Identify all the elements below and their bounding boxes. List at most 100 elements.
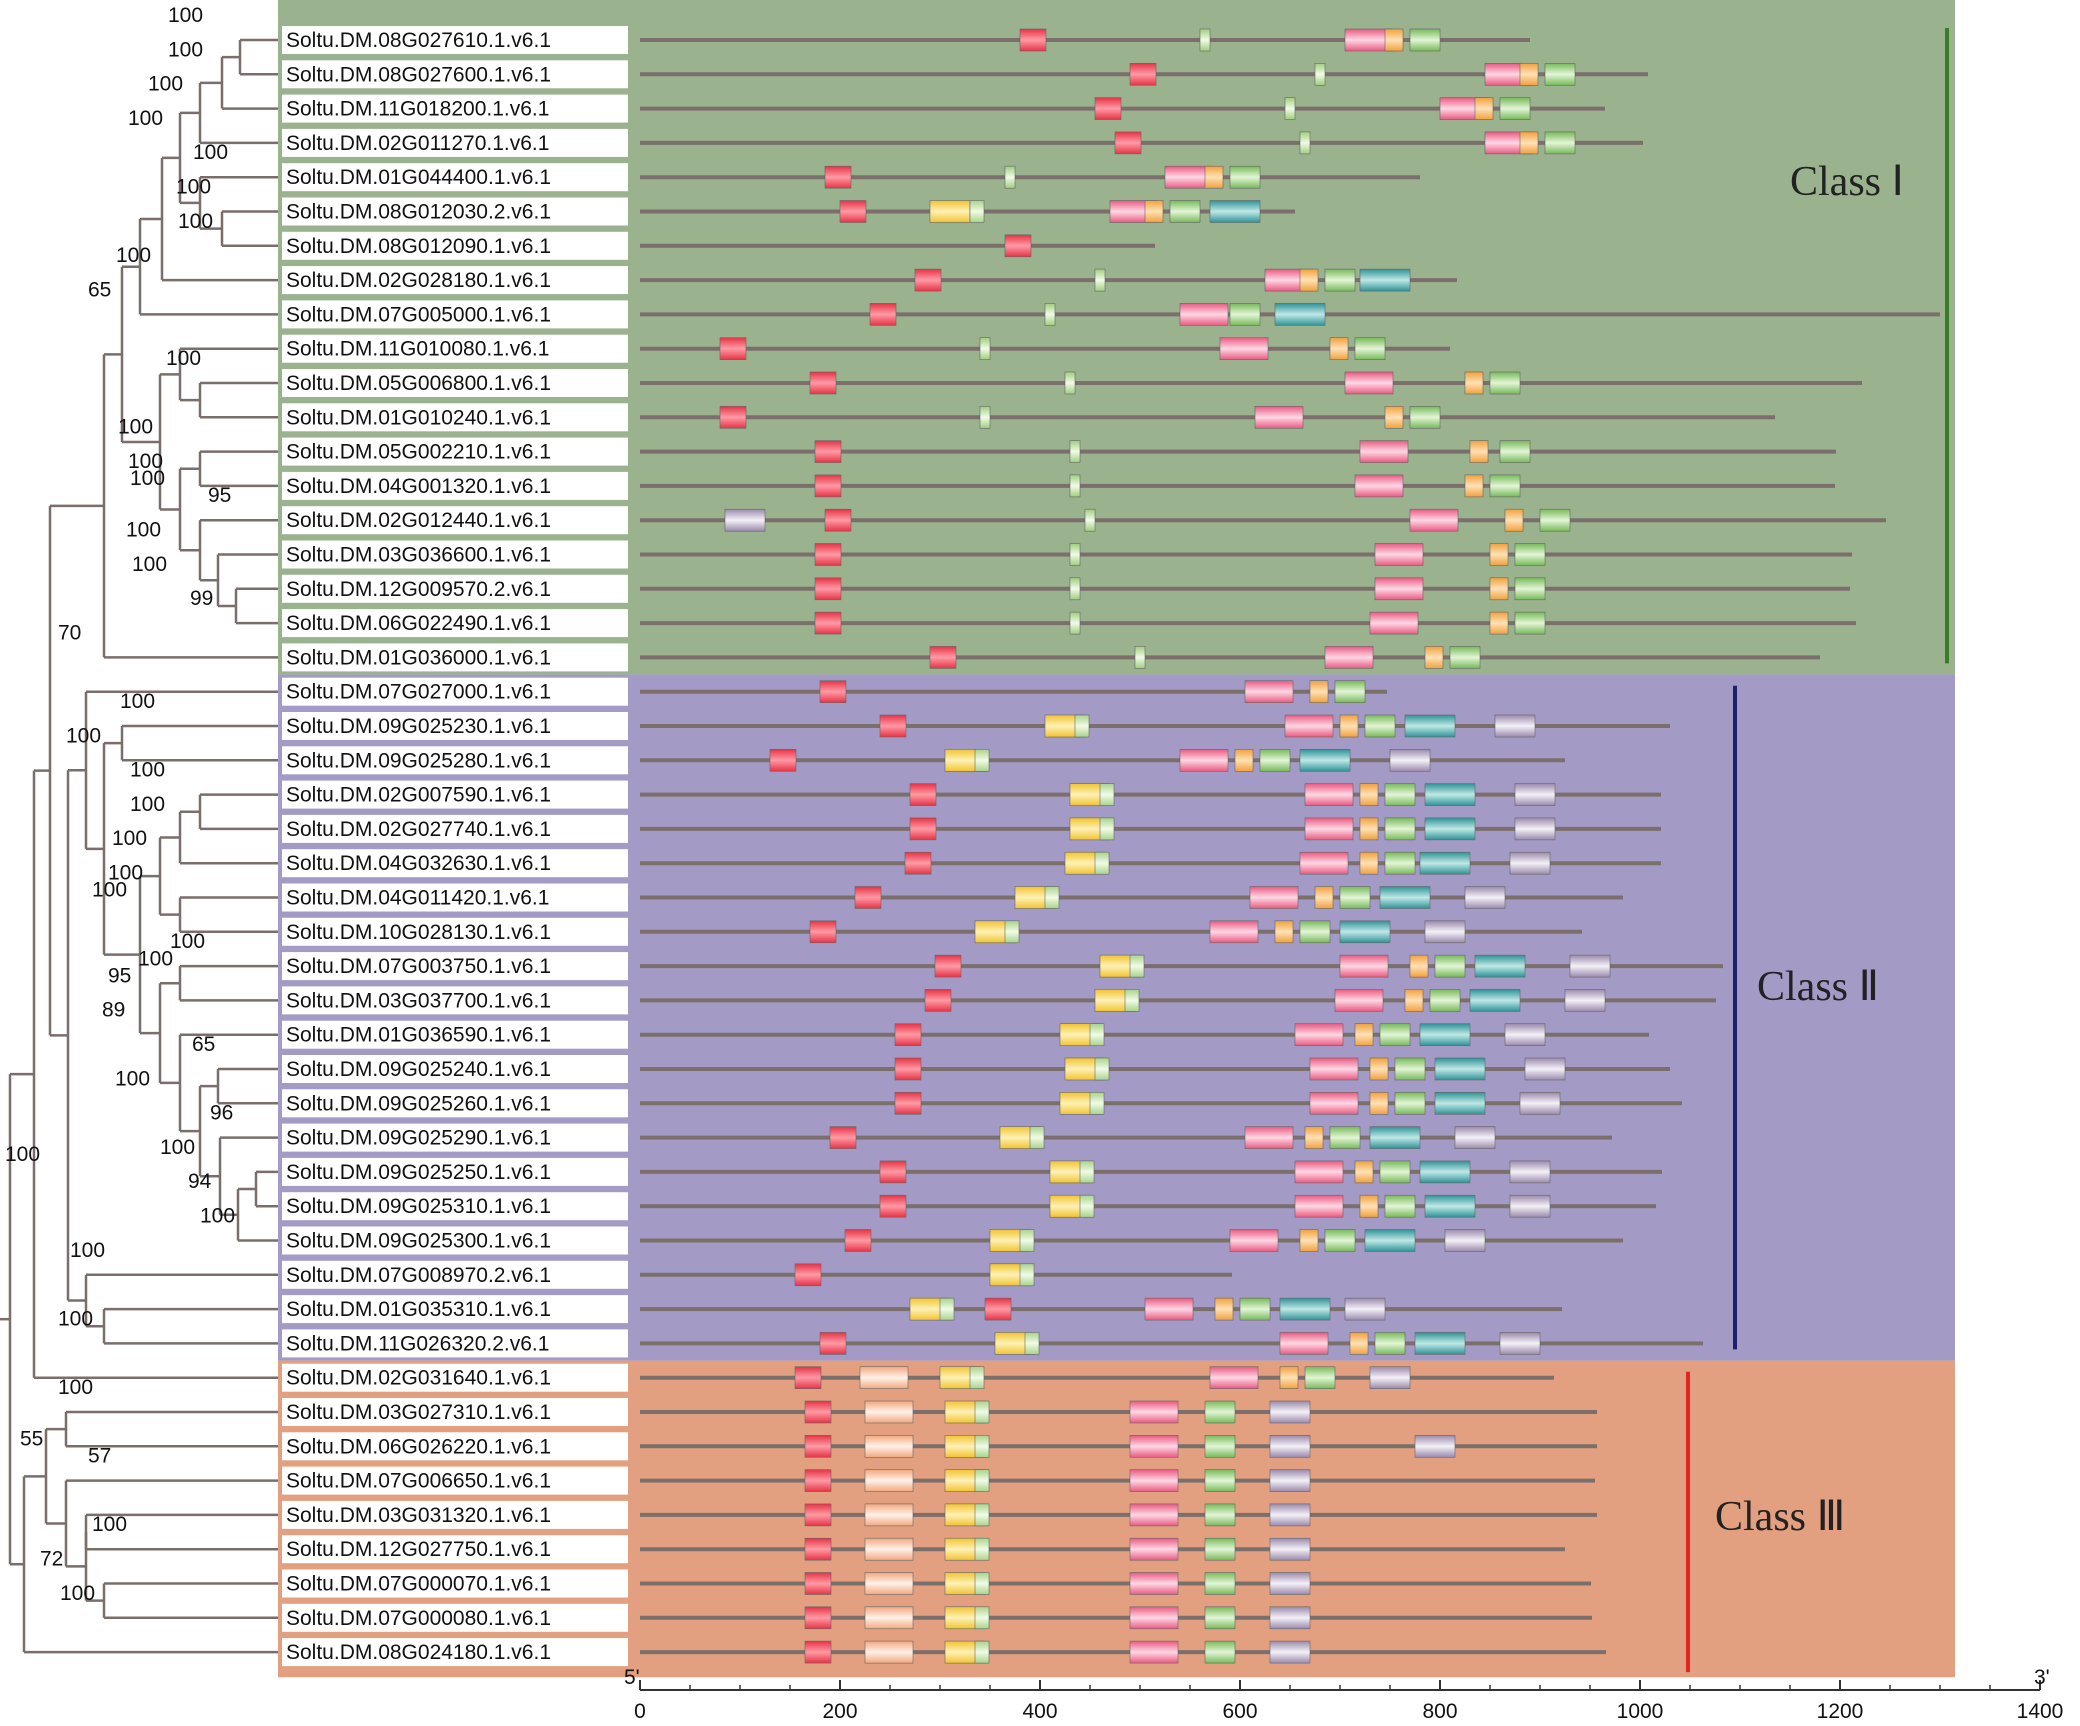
motif-pink [1294,1023,1344,1047]
gene-row: Soltu.DM.09G025300.1.v6.1 [282,1226,1623,1255]
motif-pink [1279,1332,1329,1355]
gene-label-box [282,1192,628,1221]
gene-label-box [282,1466,628,1495]
gene-label: Soltu.DM.09G025280.1.v6.1 [286,749,551,772]
motif-red [794,1263,822,1287]
motif-pale-green [1074,714,1090,738]
motif-red [804,1503,832,1527]
bootstrap-value: 100 [5,1143,40,1166]
axis-tick-label: 200 [822,1700,857,1723]
gene-row: Soltu.DM.09G025310.1.v6.1 [282,1192,1656,1221]
motif-teal [1434,1092,1486,1115]
motif-red [804,1537,832,1561]
gene-label-box [282,471,628,500]
motif-pink [1209,920,1259,944]
gene-label: Soltu.DM.02G031640.1.v6.1 [286,1367,551,1390]
motif-peach [864,1606,914,1630]
motif-pink [1229,1229,1279,1252]
gene-label: Soltu.DM.07G005000.1.v6.1 [286,303,551,326]
motif-lavender [1269,1503,1311,1527]
axis-tick-label: 1000 [1617,1700,1664,1723]
gene-label-box [282,780,628,809]
length-axis: 0 200 400 600 800 1000 1200 1400 5' 3' [624,1666,2063,1723]
bootstrap-value: 100 [128,107,163,130]
motif-green [1394,1092,1426,1115]
motif-lavender [1524,1057,1566,1081]
motif-orange [1384,405,1404,429]
gene-label: Soltu.DM.05G002210.1.v6.1 [286,441,551,464]
motif-green [1384,783,1416,806]
gene-label: Soltu.DM.01G036590.1.v6.1 [286,1024,551,1047]
motif-pink [1179,303,1229,326]
gene-rows: Soltu.DM.08G027610.1.v6.1 Soltu.DM.08G027… [282,26,1940,1667]
gene-label: Soltu.DM.03G037700.1.v6.1 [286,989,551,1012]
gene-label-box [282,1363,628,1392]
motif-pink [1324,646,1374,669]
motif-pale-green [1124,989,1140,1012]
gene-label: Soltu.DM.03G027310.1.v6.1 [286,1401,551,1424]
bootstrap-value: 100 [58,1376,93,1399]
motif-pale-green [1089,1023,1105,1047]
bootstrap-value: 100 [138,947,173,970]
motif-pink [1129,1606,1179,1630]
motif-red [809,920,837,944]
motif-red [804,1606,832,1630]
bootstrap-value: 94 [188,1170,212,1193]
motif-pale-green [1099,817,1115,841]
bootstrap-value: 100 [160,1136,195,1159]
class-2-label: Class Ⅱ [1757,964,1879,1010]
motif-red [914,268,942,292]
motif-red [904,851,932,875]
gene-label-box [282,231,628,260]
gene-row: Soltu.DM.12G009570.2.v6.1 [282,574,1850,603]
gene-label-box [282,1123,628,1152]
gene-row: Soltu.DM.03G027310.1.v6.1 [282,1398,1597,1426]
motif-light-green [1299,131,1311,155]
motif-light-green [1199,28,1211,52]
motif-red [879,1194,907,1218]
gene-label-box [282,849,628,878]
gene-label-box [282,163,628,192]
motif-red [809,371,837,395]
motif-orange [1314,886,1334,909]
gene-label: Soltu.DM.10G028130.1.v6.1 [286,921,551,944]
motif-pale-green [974,1640,990,1664]
motif-orange [1329,337,1349,361]
motif-green [1429,989,1461,1012]
motif-light-green [1284,97,1296,120]
bootstrap-value: 100 [108,862,143,885]
gene-label: Soltu.DM.02G011270.1.v6.1 [286,132,549,155]
gene-label: Soltu.DM.02G028180.1.v6.1 [286,269,551,292]
bootstrap-value: 89 [102,999,125,1022]
bootstrap-value: 65 [192,1033,215,1056]
motif-peach [864,1503,914,1527]
bootstrap-value: 100 [120,690,155,713]
axis-tick-label: 1200 [1817,1700,1864,1723]
motif-pink [1369,611,1419,635]
gene-row: Soltu.DM.04G001320.1.v6.1 [282,471,1835,500]
motif-red [819,680,847,704]
gene-row: Soltu.DM.01G036000.1.v6.1 [282,643,1820,672]
gene-label: Soltu.DM.09G025310.1.v6.1 [286,1195,551,1218]
motif-teal [1424,783,1476,806]
motif-red [719,405,747,429]
motif-red [894,1057,922,1081]
motif-green [1204,1537,1236,1561]
motif-red [929,646,957,669]
motif-red [719,337,747,361]
motif-lavender [1424,920,1466,944]
motif-lavender [1269,1435,1311,1458]
gene-label-box [282,1398,628,1426]
gene-label: Soltu.DM.04G001320.1.v6.1 [286,475,551,498]
gene-row: Soltu.DM.05G002210.1.v6.1 [282,437,1836,466]
motif-pale-green [969,1366,985,1389]
motif-red [854,886,882,909]
gene-row: Soltu.DM.07G027000.1.v6.1 [282,677,1387,706]
motif-pale-green [1079,1160,1095,1184]
gene-row: Soltu.DM.01G010240.1.v6.1 [282,403,1775,432]
motif-pale-green [974,1537,990,1561]
motif-lavender [1414,1435,1456,1458]
motif-green [1379,1160,1411,1184]
motif-red [804,1469,832,1492]
gene-label: Soltu.DM.09G025290.1.v6.1 [286,1127,551,1150]
